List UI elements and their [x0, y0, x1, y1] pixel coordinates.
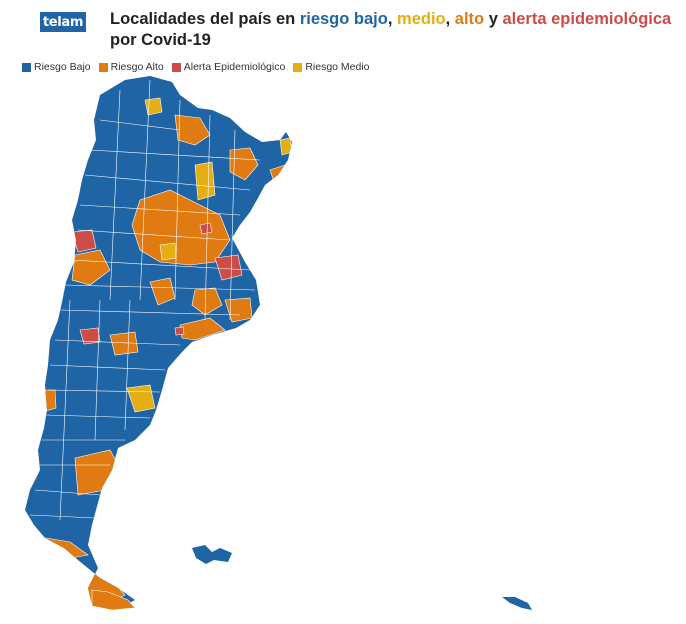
region-alto[interactable] [191, 287, 223, 316]
islas-georgias[interactable] [502, 597, 532, 610]
legend-swatch [293, 62, 303, 72]
region-medio[interactable] [144, 97, 163, 116]
legend-item-riesgo-alto[interactable]: Riesgo Alto [98, 61, 164, 73]
map-legend: Riesgo Bajo Riesgo Alto Alerta Epidemiol… [22, 61, 370, 73]
region-medio[interactable] [159, 242, 177, 261]
legend-swatch [171, 62, 181, 72]
legend-item-alerta-epidemiologico[interactable]: Alerta Epidemiológico [171, 61, 286, 73]
region-alto[interactable] [39, 389, 57, 413]
legend-label: Alerta Epidemiológico [183, 61, 286, 73]
region-alto[interactable] [71, 249, 111, 286]
division-lines [29, 79, 261, 521]
region-alerta[interactable] [214, 254, 243, 281]
legend-swatch [98, 62, 108, 72]
region-alerta[interactable] [199, 222, 213, 235]
legend-label: Riesgo Medio [305, 61, 370, 73]
region-medio[interactable] [279, 137, 292, 156]
region-alto[interactable] [174, 114, 211, 146]
legend-item-riesgo-medio[interactable]: Riesgo Medio [293, 61, 370, 73]
legend-label: Riesgo Bajo [34, 61, 91, 73]
tierra-del-fuego[interactable] [91, 589, 136, 611]
region-alto[interactable] [131, 189, 231, 266]
region-medio[interactable] [194, 161, 216, 201]
legend-item-riesgo-bajo[interactable]: Riesgo Bajo [22, 61, 91, 73]
region-alto[interactable] [109, 331, 139, 356]
legend-swatch [22, 62, 31, 72]
region-alto[interactable] [74, 449, 121, 496]
legend-label: Riesgo Alto [110, 61, 164, 73]
telam-logo: telam [40, 12, 86, 32]
page-title: Localidades del país en riesgo bajo, med… [110, 10, 672, 49]
region-alto[interactable] [229, 147, 259, 181]
argentina-mainland [25, 76, 292, 608]
islas-malvinas[interactable] [192, 545, 232, 564]
region-alerta[interactable] [174, 326, 185, 336]
